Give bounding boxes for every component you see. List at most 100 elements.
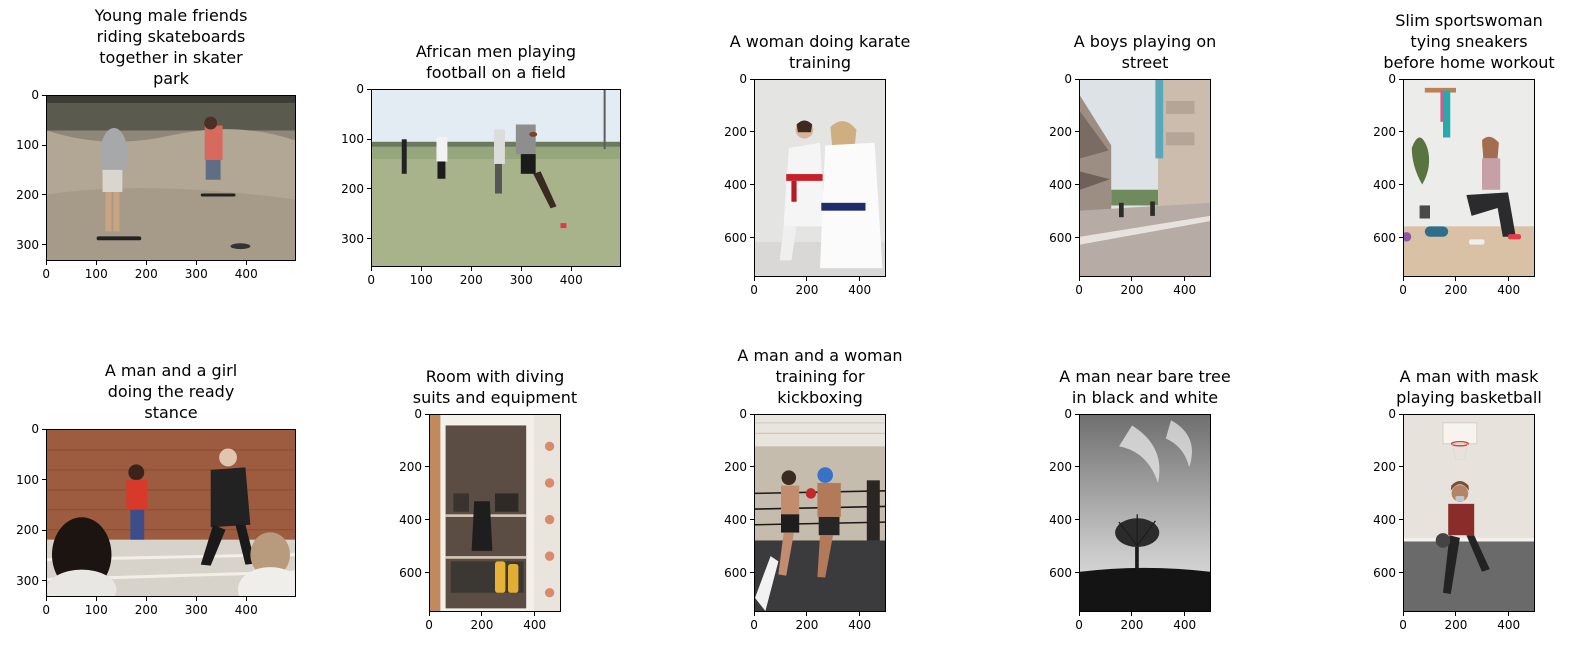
x-tick-label: 400 bbox=[848, 283, 872, 297]
panel-title: A man near bare tree in black and white bbox=[1059, 367, 1231, 407]
x-tick-label: 0 bbox=[750, 283, 758, 297]
y-tick-mark bbox=[1075, 237, 1079, 239]
y-tick-label: 300 bbox=[16, 237, 39, 252]
x-tick-mark bbox=[806, 277, 808, 281]
y-tick-mark bbox=[1075, 131, 1079, 133]
y-tick-mark bbox=[42, 194, 46, 196]
y-tick-label: 400 bbox=[1373, 177, 1396, 192]
x-tick-label: 100 bbox=[84, 603, 108, 617]
x-tick-label: 200 bbox=[1444, 618, 1468, 632]
y-tick-label: 600 bbox=[1049, 230, 1072, 245]
y-tick-mark bbox=[1399, 519, 1403, 521]
y-tick-mark bbox=[425, 466, 429, 468]
y-tick-label: 0 bbox=[739, 407, 747, 422]
x-tick-label: 400 bbox=[559, 273, 583, 287]
panel-image-frame bbox=[1403, 414, 1535, 612]
x-tick-mark bbox=[859, 612, 861, 616]
y-tick-label: 400 bbox=[724, 512, 747, 527]
x-tick-mark bbox=[245, 261, 247, 265]
panel-image-frame bbox=[371, 89, 621, 267]
y-tick-label: 400 bbox=[399, 512, 422, 527]
x-tick-mark bbox=[95, 261, 97, 265]
y-tick-label: 200 bbox=[399, 459, 422, 474]
y-tick-mark bbox=[42, 479, 46, 481]
panel-title: A woman doing karate training bbox=[729, 32, 911, 72]
y-tick-label: 200 bbox=[1373, 124, 1396, 139]
y-tick-label: 400 bbox=[724, 177, 747, 192]
x-tick-label: 0 bbox=[42, 603, 51, 617]
x-tick-label: 100 bbox=[409, 273, 433, 287]
x-tick-label: 200 bbox=[1120, 283, 1144, 297]
x-tick-mark bbox=[1184, 612, 1186, 616]
x-tick-label: 200 bbox=[134, 267, 158, 281]
panel-title: Room with diving suits and equipment bbox=[412, 367, 578, 407]
y-tick-label: 200 bbox=[16, 187, 39, 202]
x-tick-mark bbox=[753, 612, 755, 616]
x-tick-label: 200 bbox=[134, 603, 158, 617]
y-tick-mark bbox=[1399, 413, 1403, 415]
football-scene-image bbox=[372, 90, 620, 266]
x-tick-mark bbox=[45, 597, 47, 601]
y-tick-label: 100 bbox=[16, 138, 39, 153]
x-tick-mark bbox=[1455, 612, 1457, 616]
y-tick-mark bbox=[425, 572, 429, 574]
x-tick-mark bbox=[195, 597, 197, 601]
y-tick-label: 200 bbox=[724, 124, 747, 139]
x-tick-label: 0 bbox=[1075, 618, 1083, 632]
y-tick-mark bbox=[367, 88, 371, 90]
y-tick-label: 600 bbox=[1049, 565, 1072, 580]
skateboard-scene-image bbox=[47, 96, 295, 260]
panel-image-frame bbox=[429, 414, 561, 612]
y-tick-mark bbox=[1075, 184, 1079, 186]
panel-title: Slim sportswoman tying sneakers before h… bbox=[1383, 11, 1555, 72]
y-tick-mark bbox=[367, 188, 371, 190]
y-tick-mark bbox=[1075, 78, 1079, 80]
x-tick-mark bbox=[1184, 277, 1186, 281]
y-tick-mark bbox=[42, 428, 46, 430]
x-tick-mark bbox=[570, 267, 572, 271]
x-tick-mark bbox=[1131, 277, 1133, 281]
x-tick-label: 400 bbox=[848, 618, 872, 632]
x-tick-label: 300 bbox=[509, 273, 533, 287]
y-tick-mark bbox=[1399, 131, 1403, 133]
x-tick-mark bbox=[1508, 277, 1510, 281]
x-tick-mark bbox=[1402, 612, 1404, 616]
y-tick-mark bbox=[42, 580, 46, 582]
x-tick-label: 400 bbox=[1497, 283, 1521, 297]
x-tick-label: 0 bbox=[42, 267, 51, 281]
x-tick-mark bbox=[1078, 277, 1080, 281]
y-tick-label: 0 bbox=[739, 72, 747, 87]
karate-scene-image bbox=[755, 80, 885, 276]
x-tick-label: 0 bbox=[425, 618, 433, 632]
y-tick-mark bbox=[42, 529, 46, 531]
x-tick-mark bbox=[145, 261, 147, 265]
x-tick-mark bbox=[1131, 612, 1133, 616]
x-tick-mark bbox=[859, 277, 861, 281]
y-tick-mark bbox=[750, 413, 754, 415]
y-tick-label: 0 bbox=[31, 88, 39, 103]
y-tick-label: 0 bbox=[1064, 72, 1072, 87]
y-tick-mark bbox=[42, 94, 46, 96]
x-tick-mark bbox=[806, 612, 808, 616]
x-tick-mark bbox=[753, 277, 755, 281]
y-tick-mark bbox=[367, 138, 371, 140]
y-tick-label: 600 bbox=[1373, 230, 1396, 245]
x-tick-mark bbox=[145, 597, 147, 601]
x-tick-label: 200 bbox=[1120, 618, 1144, 632]
x-tick-mark bbox=[470, 267, 472, 271]
y-tick-mark bbox=[425, 413, 429, 415]
y-tick-mark bbox=[1399, 78, 1403, 80]
x-tick-mark bbox=[195, 261, 197, 265]
x-tick-mark bbox=[370, 267, 372, 271]
y-tick-mark bbox=[750, 519, 754, 521]
y-tick-label: 300 bbox=[341, 231, 364, 246]
y-tick-mark bbox=[1075, 519, 1079, 521]
panel-image-frame bbox=[46, 95, 296, 261]
y-tick-mark bbox=[42, 244, 46, 246]
x-tick-label: 400 bbox=[234, 267, 258, 281]
y-tick-label: 0 bbox=[414, 407, 422, 422]
bare-tree-scene-image bbox=[1080, 415, 1210, 611]
diving-room-scene-image bbox=[430, 415, 560, 611]
x-tick-label: 200 bbox=[470, 618, 494, 632]
y-tick-mark bbox=[1399, 237, 1403, 239]
